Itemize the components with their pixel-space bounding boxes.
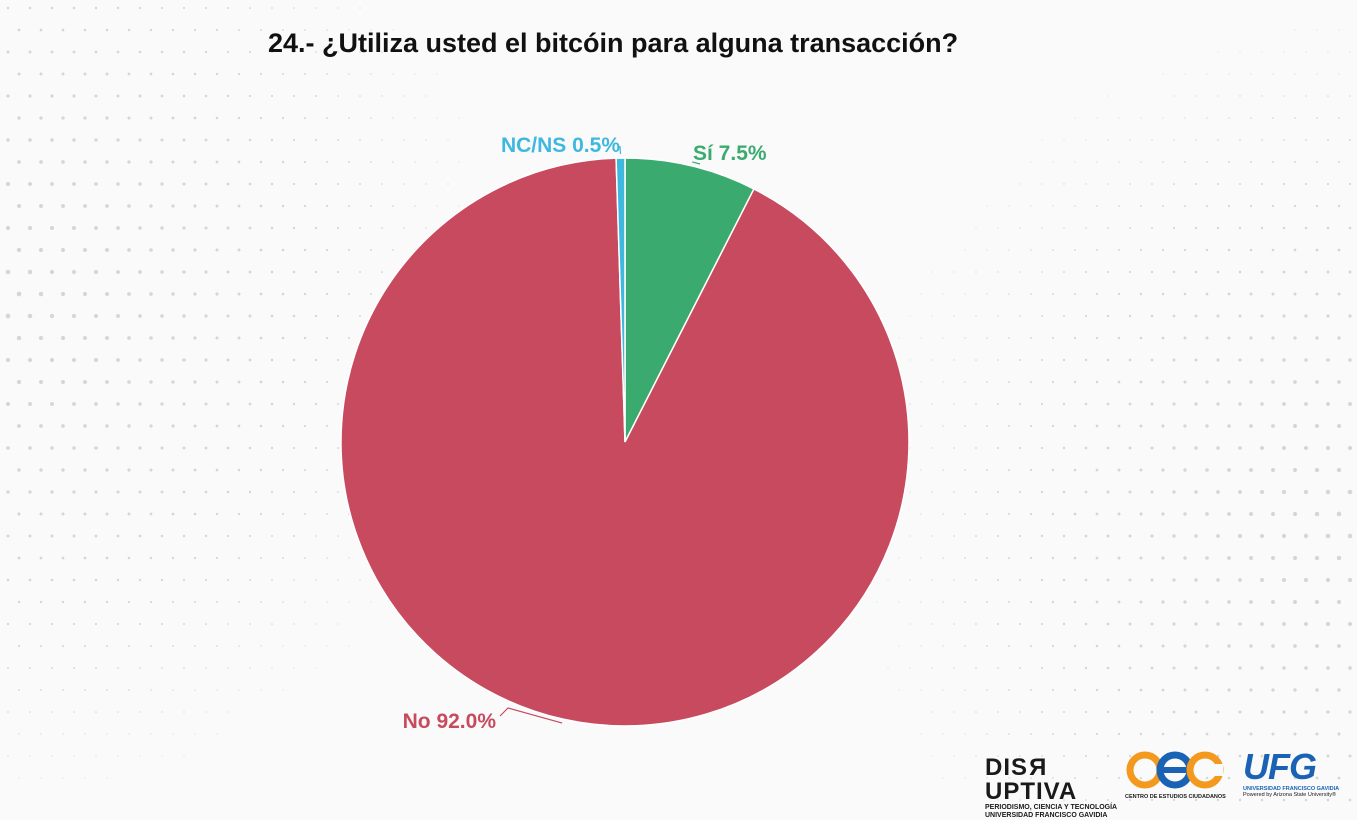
cec-logo: CENTRO DE ESTUDIOS CIUDADANOS [1125, 748, 1225, 797]
data-label: NC/NS 0.5% [501, 134, 620, 157]
data-label: No 92.0% [403, 710, 497, 733]
footer-logos: DISRUPTIVA PERIODISMO, CIENCIA Y TECNOLO… [985, 748, 1355, 810]
disruptiva-logo: DISRUPTIVA PERIODISMO, CIENCIA Y TECNOLO… [985, 756, 1109, 820]
data-label: Sí 7.5% [693, 142, 767, 165]
cec-logo-mark [1125, 748, 1225, 792]
ufg-logo: UFG UNIVERSIDAD FRANCISCO GAVIDIA Powere… [1243, 748, 1353, 798]
